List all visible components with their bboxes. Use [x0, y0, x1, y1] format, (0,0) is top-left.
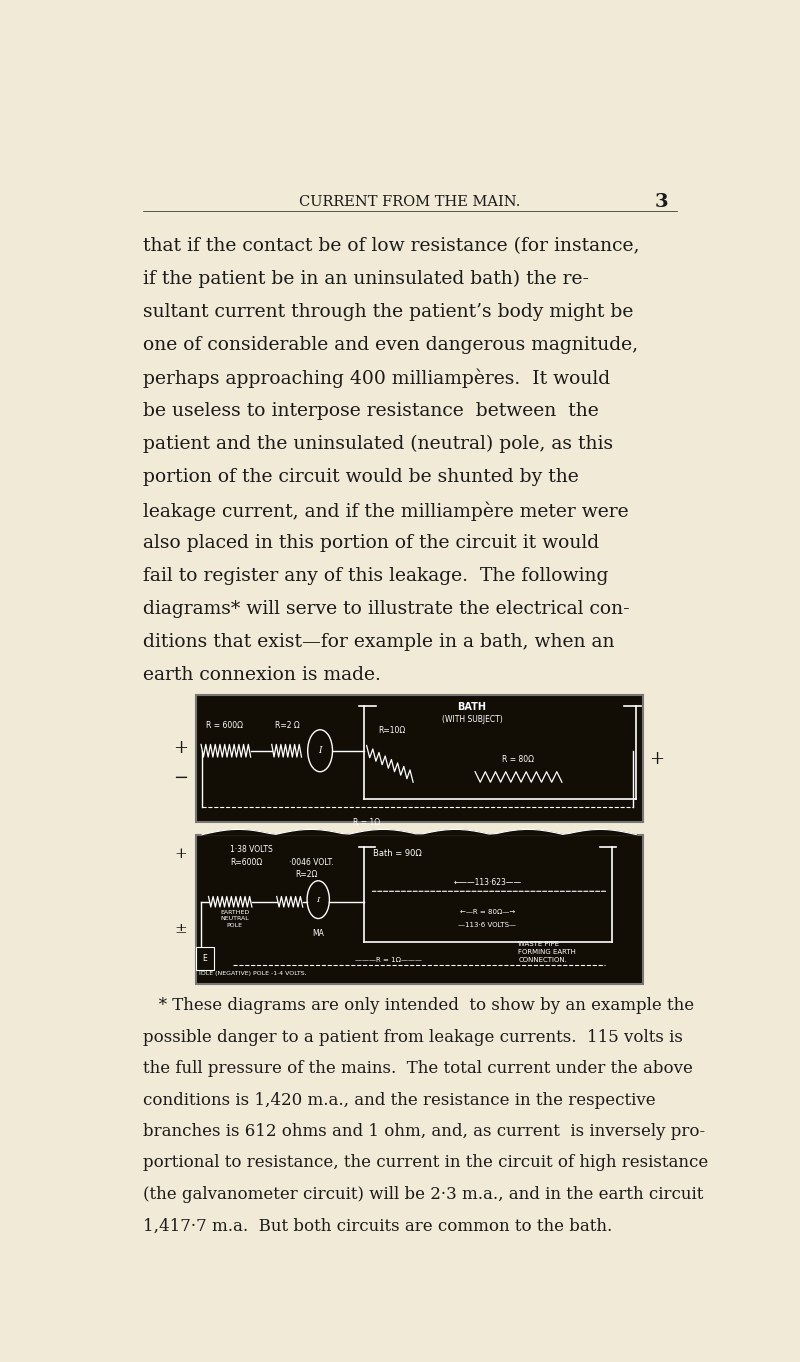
Text: patient and the uninsulated (neutral) pole, as this: patient and the uninsulated (neutral) po…	[143, 434, 614, 454]
Text: I: I	[317, 896, 320, 903]
Text: the full pressure of the mains.  The total current under the above: the full pressure of the mains. The tota…	[143, 1060, 694, 1077]
Text: earth connexion is made.: earth connexion is made.	[143, 666, 382, 684]
Text: 1·38 VOLTS: 1·38 VOLTS	[230, 844, 273, 854]
Text: E: E	[202, 953, 207, 963]
Text: —113·6 VOLTS—: —113·6 VOLTS—	[458, 922, 517, 928]
Text: fail to register any of this leakage.  The following: fail to register any of this leakage. Th…	[143, 567, 609, 586]
Text: portional to resistance, the current in the circuit of high resistance: portional to resistance, the current in …	[143, 1155, 709, 1171]
FancyBboxPatch shape	[196, 947, 214, 970]
Text: CURRENT FROM THE MAIN.: CURRENT FROM THE MAIN.	[299, 195, 521, 210]
FancyBboxPatch shape	[196, 835, 642, 983]
Text: +: +	[174, 847, 187, 861]
Text: that if the contact be of low resistance (for instance,: that if the contact be of low resistance…	[143, 237, 640, 255]
Text: diagrams* will serve to illustrate the electrical con-: diagrams* will serve to illustrate the e…	[143, 601, 630, 618]
Text: BATH: BATH	[458, 703, 486, 712]
Text: sultant current through the patient’s body might be: sultant current through the patient’s bo…	[143, 302, 634, 321]
Text: branches is 612 ohms and 1 ohm, and, as current  is inversely pro-: branches is 612 ohms and 1 ohm, and, as …	[143, 1124, 706, 1140]
Text: ←——113·623——: ←——113·623——	[454, 878, 522, 887]
Text: R = 600Ω: R = 600Ω	[206, 720, 242, 730]
Text: possible danger to a patient from leakage currents.  115 volts is: possible danger to a patient from leakag…	[143, 1028, 683, 1046]
Text: if the patient be in an uninsulated bath) the re-: if the patient be in an uninsulated bath…	[143, 270, 590, 289]
Text: leakage current, and if the milliampère meter were: leakage current, and if the milliampère …	[143, 501, 629, 520]
Text: also placed in this portion of the circuit it would: also placed in this portion of the circu…	[143, 534, 599, 552]
Text: WASTE PIPE
FORMING EARTH
CONNECTION.: WASTE PIPE FORMING EARTH CONNECTION.	[518, 941, 576, 963]
Text: conditions is 1,420 m.a., and the resistance in the respective: conditions is 1,420 m.a., and the resist…	[143, 1091, 656, 1109]
Text: R = 80Ω: R = 80Ω	[502, 756, 534, 764]
Text: R = 1Ω: R = 1Ω	[353, 817, 380, 827]
Text: R=2 Ω: R=2 Ω	[275, 720, 300, 730]
Text: R=2Ω: R=2Ω	[295, 870, 318, 880]
Text: IDLE (NEGATIVE) POLE -1·4 VOLTS.: IDLE (NEGATIVE) POLE -1·4 VOLTS.	[199, 971, 307, 975]
Text: R=10Ω: R=10Ω	[378, 726, 405, 735]
Text: 1,417·7 m.a.  But both circuits are common to the bath.: 1,417·7 m.a. But both circuits are commo…	[143, 1218, 613, 1234]
Text: I: I	[318, 746, 322, 756]
Text: ±: ±	[174, 922, 187, 936]
Text: EARTHED
NEUTRAL
POLE: EARTHED NEUTRAL POLE	[220, 910, 249, 928]
Text: ditions that exist—for example in a bath, when an: ditions that exist—for example in a bath…	[143, 633, 615, 651]
Text: Bath = 90Ω: Bath = 90Ω	[373, 850, 422, 858]
Text: ←—R = 80Ω—→: ←—R = 80Ω—→	[460, 910, 515, 915]
Text: MA: MA	[312, 929, 324, 938]
Text: ———R = 1Ω———: ———R = 1Ω———	[355, 956, 422, 963]
Text: +: +	[649, 749, 664, 768]
Text: portion of the circuit would be shunted by the: portion of the circuit would be shunted …	[143, 469, 579, 486]
Text: −: −	[173, 768, 188, 786]
Text: be useless to interpose resistance  between  the: be useless to interpose resistance betwe…	[143, 402, 599, 419]
Text: +: +	[173, 740, 188, 757]
Text: ·0046 VOLT.: ·0046 VOLT.	[289, 858, 334, 866]
FancyBboxPatch shape	[196, 695, 642, 823]
Text: (WITH SUBJECT): (WITH SUBJECT)	[442, 715, 502, 725]
Text: * These diagrams are only intended  to show by an example the: * These diagrams are only intended to sh…	[143, 997, 694, 1015]
Text: 3: 3	[654, 193, 668, 211]
Text: (the galvanometer circuit) will be 2·3 m.a., and in the earth circuit: (the galvanometer circuit) will be 2·3 m…	[143, 1186, 704, 1203]
Text: one of considerable and even dangerous magnitude,: one of considerable and even dangerous m…	[143, 336, 638, 354]
Text: perhaps approaching 400 milliampères.  It would: perhaps approaching 400 milliampères. It…	[143, 369, 610, 388]
Text: R=600Ω: R=600Ω	[230, 858, 262, 866]
